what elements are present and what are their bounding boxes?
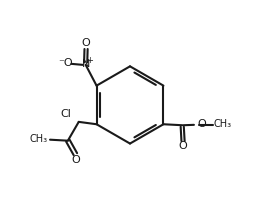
Text: CH₃: CH₃ bbox=[214, 119, 232, 129]
Text: N: N bbox=[81, 59, 90, 69]
Text: O: O bbox=[197, 119, 206, 129]
Text: Cl: Cl bbox=[60, 109, 71, 119]
Text: O: O bbox=[82, 38, 90, 49]
Text: ⁻O: ⁻O bbox=[58, 58, 73, 68]
Text: CH₃: CH₃ bbox=[30, 134, 48, 144]
Text: O: O bbox=[179, 141, 187, 151]
Text: +: + bbox=[86, 56, 93, 65]
Text: O: O bbox=[72, 155, 80, 165]
